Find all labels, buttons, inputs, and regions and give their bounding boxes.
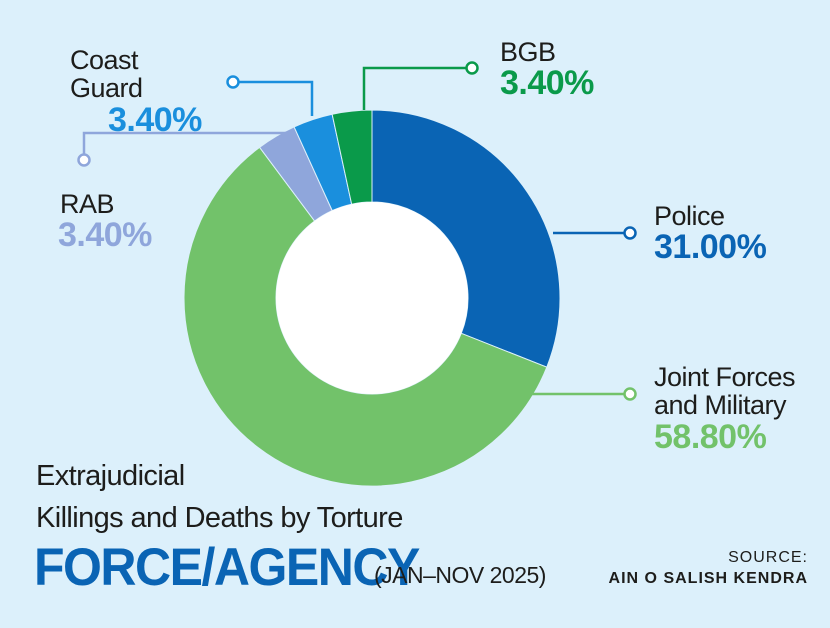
data-label-police: 31.00% (654, 228, 767, 267)
legend-bgb: BGB 3.40% (500, 38, 594, 102)
title-line-2: Killings and Deaths by Torture (36, 502, 403, 534)
slice-label-bgb: BGB (500, 37, 556, 67)
legend-coast-guard: Coast Guard 3.40% (70, 46, 216, 138)
legend-joint-forces: Joint Forces and Military 58.80% (654, 362, 796, 456)
data-label-joint-forces: 58.80% (654, 417, 767, 456)
leader-line-bgb (362, 66, 472, 110)
chart-period: (JAN–NOV 2025) (374, 562, 546, 588)
leader-dot-police (623, 226, 637, 240)
source-credit: SOURCE: AIN O SALISH KENDRA (609, 548, 808, 590)
source-organization: AIN O SALISH KENDRA (608, 569, 808, 587)
leader-dot-bgb (465, 61, 479, 75)
leader-line-coast-guard (233, 80, 314, 116)
slice-label-police: Police (654, 201, 725, 231)
slice-label-coast-guard: Coast Guard (70, 45, 143, 104)
source-label: SOURCE: (728, 549, 808, 566)
donut-hole (276, 202, 468, 394)
leader-dot-rab (77, 153, 91, 167)
legend-police: Police 31.00% (654, 201, 767, 267)
data-label-bgb: 3.40% (500, 64, 594, 103)
slice-label-joint-forces-line1: Joint Forces (654, 362, 796, 392)
leader-line-rab (82, 131, 286, 160)
data-label-coast-guard: 3.40% (108, 100, 202, 139)
slice-label-joint-forces-line2: and Military (654, 390, 787, 421)
chart-heading: FORCE/AGENCY (34, 537, 420, 597)
slice-label-rab: RAB (60, 189, 115, 219)
data-label-rab: 3.40% (58, 216, 152, 255)
leader-dot-joint-forces (623, 387, 637, 401)
leader-dot-coast-guard (226, 75, 240, 89)
title-line-1: Extrajudicial (36, 460, 185, 492)
legend-rab: RAB 3.40% (58, 189, 152, 255)
